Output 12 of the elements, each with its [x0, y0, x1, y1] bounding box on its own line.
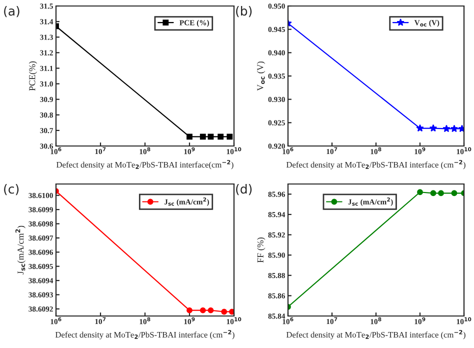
- y-axis-title: V$_{oc}$ (V): [256, 62, 266, 91]
- x-axis-title: Defect density at MoTe$_{2}$/PbS-TBAI interface (cm$^{−2}$): [55, 330, 234, 340]
- chart-title: (b): [236, 6, 252, 18]
- chart-title: (a): [4, 6, 20, 18]
- y-axis-title: J$_{sc}$(mA/cm$^{2}$): [15, 226, 26, 274]
- x-axis-title: Defect density at MoTe$_{2}$/PbS-TBAI interface (cm$^{−2}$): [286, 330, 466, 340]
- x-axis-title: Defect density at MoTe$_{2}$/PbS-TBAI interface(cm$^{−2}$): [56, 160, 234, 170]
- chart-title: (d): [236, 184, 252, 196]
- y-axis-title: PCE(%): [28, 61, 38, 91]
- y-axis-title: FF (%): [257, 237, 266, 263]
- chart-title: (c): [4, 184, 19, 196]
- x-axis-title: Defect density at MoTe$_{2}$/PbS-TBAI interface (cm$^{−2}$): [286, 160, 466, 170]
